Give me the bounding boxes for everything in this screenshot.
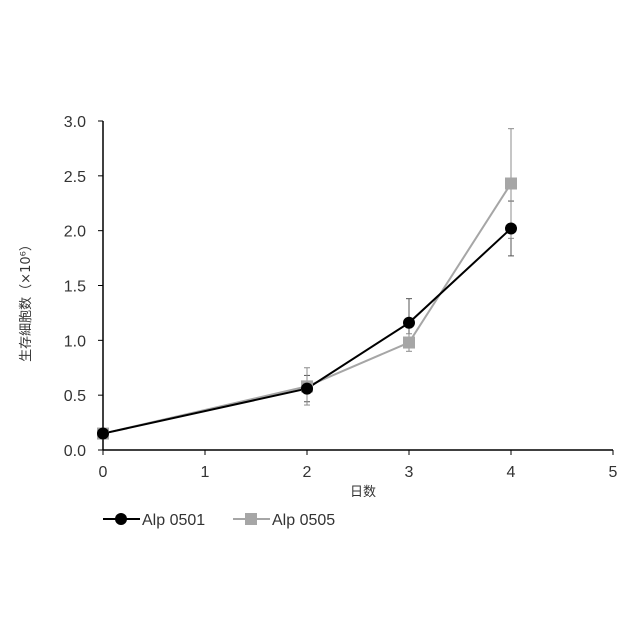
y-tick-label: 2.0 <box>64 224 86 241</box>
data-point <box>301 383 313 395</box>
legend-label-alp-0505: Alp 0505 <box>272 512 335 529</box>
legend: Alp 0501 Alp 0505 <box>103 512 335 529</box>
y-tick-label: 3.0 <box>64 114 86 131</box>
y-tick-label: 2.5 <box>64 169 86 186</box>
x-ticks: 0 1 2 3 4 5 <box>99 450 618 481</box>
legend-marker-alp-0501 <box>115 513 127 525</box>
legend-marker-alp-0505 <box>245 513 257 525</box>
legend-label-alp-0501: Alp 0501 <box>142 512 205 529</box>
x-axis-title: 日数 <box>350 485 376 500</box>
x-tick-label: 4 <box>507 464 516 481</box>
x-tick-label: 1 <box>201 464 210 481</box>
data-point <box>403 337 415 349</box>
y-tick-label: 0.5 <box>64 388 86 405</box>
data-point <box>505 222 517 234</box>
x-tick-label: 2 <box>303 464 312 481</box>
data-point <box>403 317 415 329</box>
data-point <box>97 428 109 440</box>
data-point <box>505 178 517 190</box>
y-tick-label: 1.5 <box>64 279 86 296</box>
y-tick-label: 1.0 <box>64 333 86 350</box>
legend-item-alp-0501: Alp 0501 <box>103 512 205 529</box>
x-tick-label: 0 <box>99 464 108 481</box>
y-ticks: 0.0 0.5 1.0 1.5 2.0 2.5 3.0 <box>64 114 103 460</box>
y-tick-label: 0.0 <box>64 443 86 460</box>
y-axis-title: 生存細胞数（×10⁶） <box>19 238 34 362</box>
legend-item-alp-0505: Alp 0505 <box>233 512 335 529</box>
x-tick-label: 3 <box>405 464 414 481</box>
axes <box>103 121 613 450</box>
x-tick-label: 5 <box>609 464 618 481</box>
